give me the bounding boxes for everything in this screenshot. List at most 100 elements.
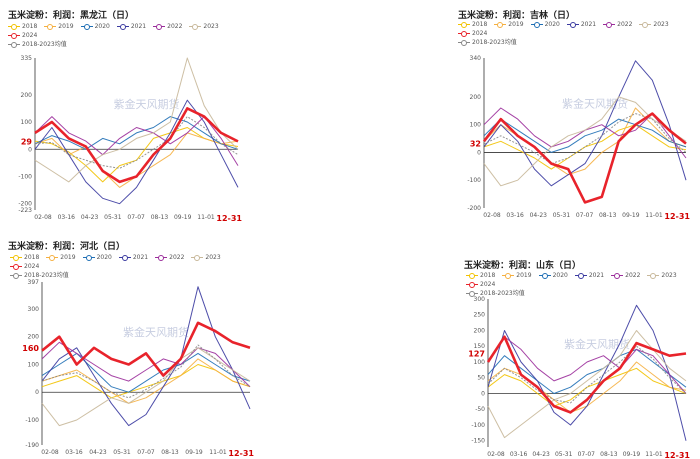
x-tick-label: 07-07 — [137, 449, 155, 456]
legend-item: 2018 — [466, 271, 495, 280]
legend-swatch — [10, 263, 22, 270]
chart-legend: 2018 2019 2020 2021 2022 2023 2024 2018-2023均值 — [8, 22, 253, 49]
legend-label: 2018-2023均值 — [480, 290, 525, 297]
x-tick-label: 03-16 — [58, 214, 76, 221]
y-tick-label: 200 — [21, 92, 33, 99]
y-tick-label: 100 — [28, 361, 40, 368]
legend-swatch — [538, 272, 551, 279]
y-tick-label: 300 — [28, 306, 40, 313]
legend-label: 2020 — [544, 21, 560, 28]
legend-swatch — [82, 254, 95, 261]
legend-item: 2024 — [458, 29, 487, 38]
legend-label: 2018 — [480, 272, 496, 279]
watermark: 紫金天风期货 — [564, 337, 630, 351]
y-tick-label: -50 — [475, 406, 485, 413]
x-end-label: 12-31 — [664, 212, 690, 221]
legend-swatch — [502, 272, 515, 279]
watermark: 紫金天风期货 — [123, 325, 189, 339]
legend-item: 2024 — [10, 262, 39, 271]
legend-label: 2020 — [96, 254, 112, 261]
legend-swatch — [647, 272, 660, 279]
legend-swatch — [458, 39, 470, 46]
series-line-2021 — [41, 286, 251, 427]
series-line-2022 — [41, 341, 251, 388]
last-value-label: 29 — [21, 137, 33, 146]
legend-item: 2020 — [530, 20, 560, 29]
legend-item: 2023 — [639, 20, 669, 29]
y-tick-label: -100 — [25, 417, 39, 424]
legend-swatch — [44, 23, 57, 30]
legend-item: 2022 — [153, 22, 182, 31]
series-line-2023 — [34, 57, 239, 183]
last-value-label: 32 — [470, 140, 481, 149]
x-tick-label: 04-23 — [532, 451, 550, 458]
legend-item: 2018-2023均值 — [466, 289, 525, 298]
panel-heilongjiang: 玉米淀粉：利润：黑龙江（日） 2018 2019 2020 2021 2022 20232… — [0, 0, 250, 229]
x-tick-label: 05-31 — [113, 449, 131, 456]
legend-label: 2021 — [580, 21, 597, 28]
legend-swatch — [466, 281, 478, 288]
legend-label: 2023 — [205, 254, 221, 261]
panel-shandong: 玉米淀粉：利润：山东（日） 2018 2019 2020 2021 2022 202320… — [450, 229, 700, 459]
legend-item: 2020 — [538, 271, 568, 280]
x-tick-label: 11-01 — [645, 451, 663, 458]
x-tick-label: 03-16 — [506, 212, 524, 219]
watermark: 紫金天风期货 — [114, 97, 180, 111]
legend-label: 2021 — [132, 254, 149, 261]
y-tick-label: 0 — [35, 389, 39, 396]
x-tick-label: 07-07 — [578, 451, 596, 458]
y-tick-label: -100 — [467, 177, 481, 184]
legend-swatch — [80, 23, 93, 30]
legend-swatch — [153, 23, 166, 30]
legend-label: 2018-2023均值 — [472, 39, 517, 46]
chart-legend: 2018 2019 2020 2021 2022 2023 2024 2018-2023均值 — [466, 271, 700, 298]
legend-swatch — [494, 21, 507, 28]
legend-label: 2023 — [653, 21, 669, 28]
series-line-2020 — [483, 118, 687, 153]
x-tick-label: 09-19 — [185, 449, 203, 456]
x-tick-label: 08-13 — [151, 214, 169, 221]
legend-label: 2024 — [480, 281, 496, 288]
legend-swatch — [466, 290, 478, 297]
series-line-2024 — [482, 112, 687, 204]
legend-label: 2020 — [552, 272, 568, 279]
x-tick-label: 03-16 — [510, 451, 528, 458]
legend-swatch — [189, 23, 202, 30]
x-tick-label: 09-19 — [174, 214, 192, 221]
legend-item: 2019 — [44, 22, 74, 31]
legend-swatch — [458, 21, 470, 28]
legend-label: 2023 — [661, 272, 677, 279]
series-line-2018-2023均值 — [483, 113, 687, 165]
legend-label: 2019 — [508, 21, 524, 28]
legend-swatch — [566, 21, 579, 28]
legend-item: 2022 — [155, 253, 184, 262]
legend-label: 2018 — [22, 23, 38, 30]
y-tick-label: 250 — [474, 312, 486, 319]
legend-item: 2022 — [603, 20, 632, 29]
y-tick-label: -150 — [471, 438, 485, 445]
y-tick-label: 300 — [474, 296, 486, 303]
y-tick-label: 50 — [477, 375, 485, 382]
legend-item: 2024 — [466, 280, 495, 289]
legend-item: 2018 — [8, 22, 37, 31]
y-tick-label: 100 — [470, 122, 482, 129]
legend-swatch — [639, 21, 652, 28]
chart-title: 玉米淀粉：利润：山东（日） — [464, 261, 582, 271]
legend-swatch — [611, 272, 624, 279]
y-tick-label: 150 — [474, 343, 486, 350]
series-line-2018 — [487, 367, 687, 407]
legend-label: 2019 — [60, 254, 76, 261]
x-tick-label: 04-23 — [81, 214, 99, 221]
series-line-2019 — [41, 358, 251, 404]
y-tick-label: 340 — [470, 55, 482, 62]
y-tick-label: 100 — [21, 119, 33, 126]
x-tick-label: 08-13 — [600, 451, 618, 458]
legend-label: 2024 — [472, 30, 488, 37]
x-tick-label: 09-19 — [623, 451, 641, 458]
x-tick-label: 04-23 — [89, 449, 107, 456]
legend-item: 2018 — [10, 253, 39, 262]
x-tick-label: 02-08 — [483, 212, 501, 219]
